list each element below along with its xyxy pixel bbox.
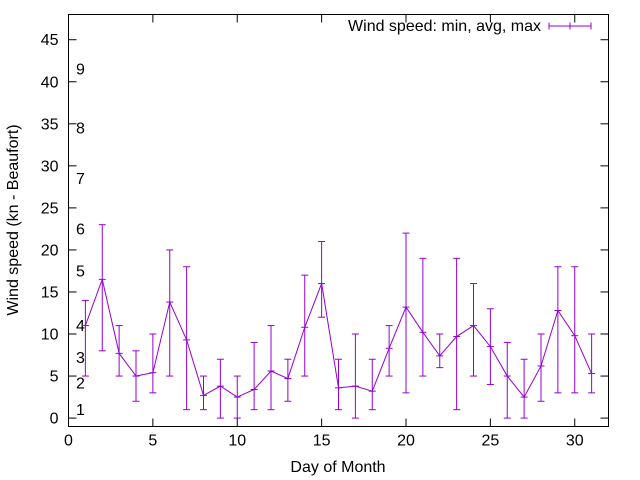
beaufort-label-3: 3: [76, 350, 85, 367]
y-tick-label: 35: [41, 116, 59, 133]
x-tick-label: 10: [228, 433, 246, 450]
beaufort-label-9: 9: [76, 62, 85, 79]
x-tick-label: 20: [397, 433, 415, 450]
legend-key: [548, 22, 592, 30]
y-tick-label: 20: [41, 242, 59, 259]
error-bars: [81, 224, 596, 419]
x-tick-label: 30: [566, 433, 584, 450]
beaufort-label-8: 8: [76, 121, 85, 138]
beaufort-label-1: 1: [76, 402, 85, 419]
y-tick-label: 45: [41, 32, 59, 49]
beaufort-label-6: 6: [76, 221, 85, 238]
y-axis-title: Wind speed (kn - Beaufort): [5, 124, 22, 315]
x-tick-label: 25: [481, 433, 499, 450]
y-tick-label: 30: [41, 158, 59, 175]
y-tick-label: 10: [41, 327, 59, 344]
y-tick-label: 25: [41, 200, 59, 217]
legend: Wind speed: min, avg, max: [348, 18, 592, 35]
x-tick-label: 0: [64, 433, 73, 450]
x-tick-label: 15: [313, 433, 331, 450]
legend-label: Wind speed: min, avg, max: [348, 18, 541, 35]
series-line-avg: [84, 277, 593, 398]
beaufort-labels: 1 2 3 4 5 6 7 8 9: [76, 62, 85, 420]
beaufort-label-7: 7: [76, 171, 85, 188]
y-tick-label: 0: [50, 411, 59, 428]
y-tick-label: 15: [41, 284, 59, 301]
x-tick-label: 5: [148, 433, 157, 450]
y-tick-label: 5: [50, 369, 59, 386]
plot-frame: [68, 14, 609, 427]
beaufort-label-4: 4: [76, 318, 85, 335]
beaufort-label-5: 5: [76, 263, 85, 280]
x-axis-title: Day of Month: [290, 459, 385, 476]
beaufort-label-2: 2: [76, 375, 85, 392]
y-tick-label: 40: [41, 74, 59, 91]
axis-ticks: [68, 14, 609, 427]
